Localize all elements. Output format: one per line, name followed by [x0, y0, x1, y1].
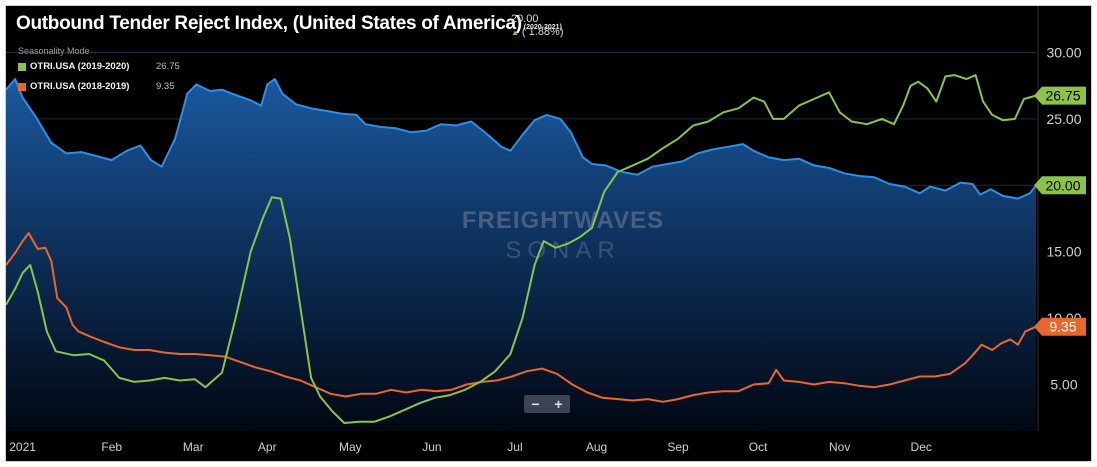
- legend-swatch-green: [18, 62, 26, 71]
- series-line-green: [6, 74, 1037, 424]
- x-tick-label: Feb: [101, 440, 122, 454]
- zoom-in-button[interactable]: +: [554, 396, 563, 412]
- y-tick-label: 15.00: [1046, 244, 1081, 260]
- series-area-main: [6, 79, 1036, 431]
- chart-title-suffix: (2020-2021): [523, 24, 562, 31]
- value-tag-box: [1034, 176, 1086, 195]
- chart-title: Outbound Tender Reject Index, (United St…: [16, 13, 522, 34]
- legend-swatch-orange: [18, 82, 26, 91]
- legend-label: OTRI.USA (2018-2019): [30, 81, 130, 92]
- chart-panel: FREIGHTWAVES SONAR 5.0010.0015.0020.0025…: [5, 5, 1092, 462]
- legend-item-2019-2020[interactable]: OTRI.USA (2019-2020) 26.75: [18, 61, 180, 72]
- x-tick-label: Apr: [258, 440, 277, 454]
- x-tick-label: May: [339, 440, 362, 454]
- watermark-line-2: SONAR: [505, 237, 620, 264]
- legend-label: OTRI.USA (2019-2020): [30, 61, 130, 72]
- watermark: FREIGHTWAVES SONAR: [462, 207, 664, 264]
- x-tick-label: Jul: [507, 440, 522, 454]
- value-tag-orange: 9.35: [1034, 317, 1086, 336]
- zoom-out-button[interactable]: −: [531, 396, 540, 412]
- line-chart: FREIGHTWAVES SONAR 5.0010.0015.0020.0025…: [6, 6, 1086, 454]
- value-tag-label: 20.00: [1045, 177, 1080, 193]
- chart-title-row: Outbound Tender Reject Index, (United St…: [16, 13, 562, 35]
- y-tick-label: 5.00: [1050, 377, 1077, 393]
- value-tag-label: 26.75: [1045, 88, 1080, 104]
- header-change-text: ( 1.88%): [521, 26, 564, 38]
- series-line-main: [6, 78, 1037, 200]
- value-tag-label: 9.35: [1049, 319, 1076, 335]
- legend-item-2018-2019[interactable]: OTRI.USA (2018-2019) 9.35: [18, 81, 175, 92]
- x-tick-label: Oct: [749, 440, 768, 454]
- series-line-orange: [6, 232, 1037, 403]
- header-change: ▲( 1.88%): [511, 26, 564, 38]
- value-tag-box: [1034, 317, 1086, 336]
- y-tick-label: 30.00: [1046, 44, 1081, 60]
- x-tick-label: Dec: [911, 440, 932, 454]
- x-tick-label: Jun: [422, 440, 441, 454]
- seasonality-label: Seasonality Mode: [18, 46, 90, 56]
- legend-value: 26.75: [156, 61, 180, 72]
- y-tick-label: 25.00: [1046, 111, 1081, 127]
- value-tag-main: 20.00: [1034, 176, 1086, 195]
- x-tick-label: Nov: [829, 440, 850, 454]
- x-tick-label: Sep: [667, 440, 689, 454]
- x-tick-label: Mar: [183, 440, 204, 454]
- legend-value: 9.35: [156, 81, 175, 92]
- watermark-line-1: FREIGHTWAVES: [462, 207, 664, 234]
- x-tick-label: Aug: [586, 440, 607, 454]
- value-tag-box: [1034, 86, 1086, 105]
- zoom-control: − +: [524, 395, 570, 413]
- x-tick-label: 2021: [9, 440, 36, 454]
- up-arrow-icon: ▲: [511, 28, 519, 37]
- value-tag-green: 26.75: [1034, 86, 1086, 105]
- header-current-value: 20.00: [511, 13, 539, 25]
